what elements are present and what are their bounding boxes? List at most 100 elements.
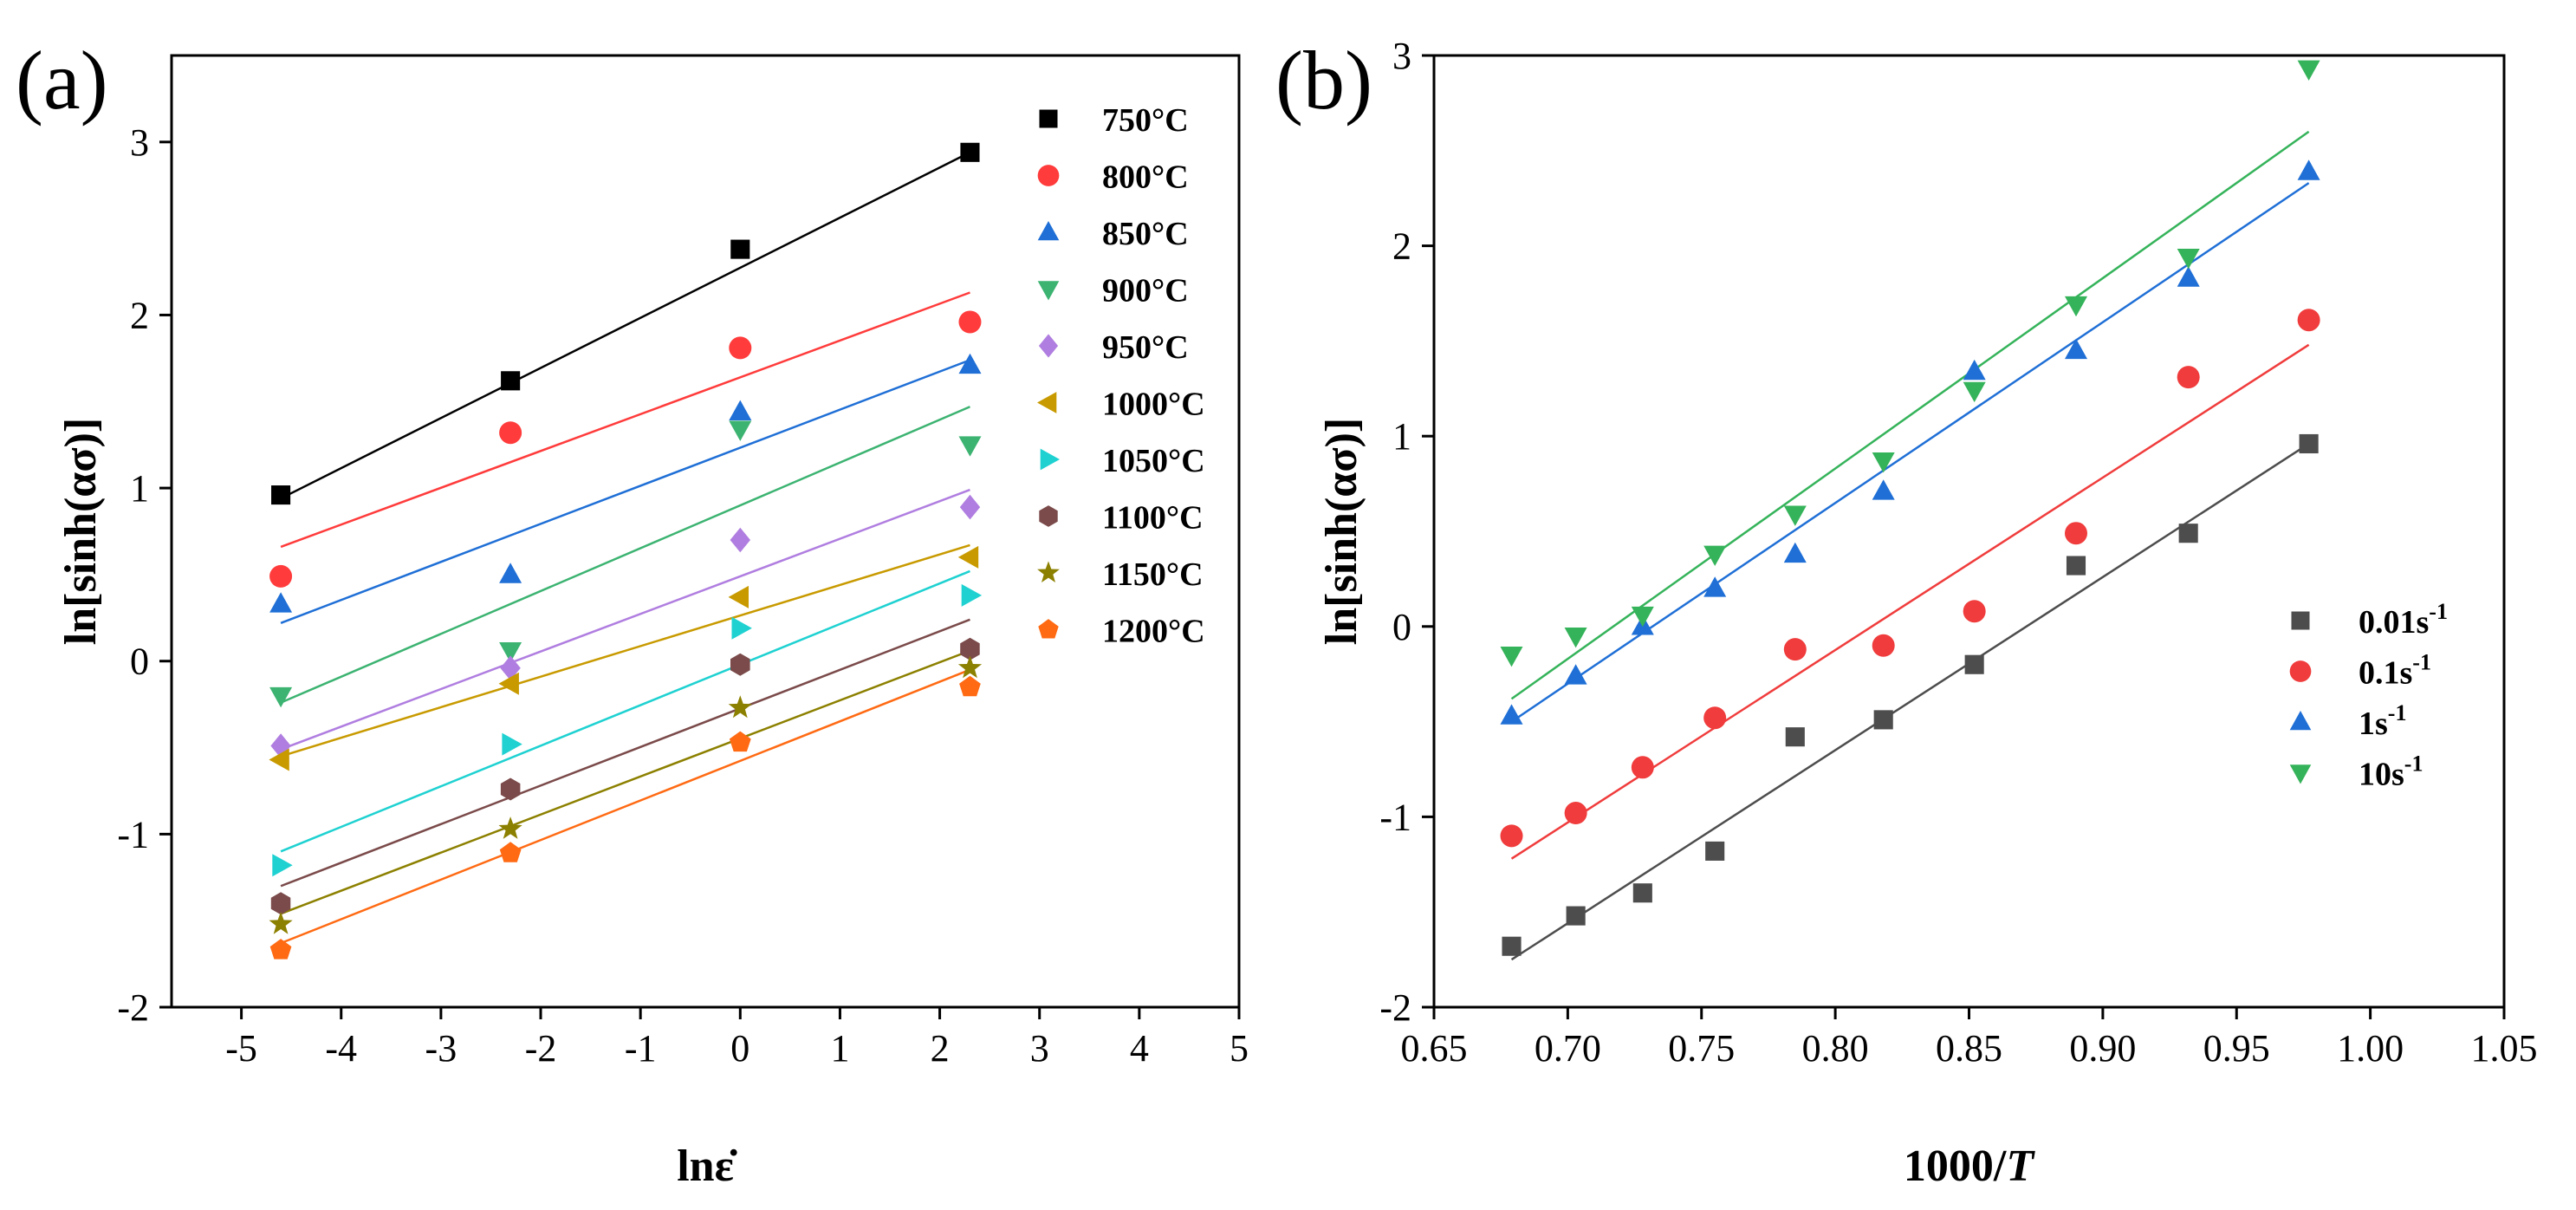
legend-marker — [1037, 561, 1060, 582]
data-point — [729, 336, 752, 360]
data-point — [499, 642, 522, 663]
data-point — [1964, 654, 1984, 674]
panel-b-plot-frame — [1432, 54, 2506, 1009]
data-point — [730, 527, 750, 553]
data-point — [269, 939, 292, 960]
data-point — [957, 545, 979, 569]
data-point — [729, 420, 752, 441]
y-tick-label: 3 — [130, 121, 149, 164]
data-point — [269, 686, 293, 708]
data-point — [502, 732, 522, 756]
y-tick-label: 3 — [1392, 35, 1411, 77]
x-tick-label: 1 — [830, 1027, 849, 1070]
data-point — [2297, 60, 2320, 81]
legend-label: 1050°C — [1102, 443, 1205, 479]
x-tick-label: -4 — [325, 1027, 357, 1070]
y-tick-label: 2 — [1392, 225, 1411, 268]
fit-line — [280, 488, 970, 751]
data-point — [499, 842, 522, 862]
fit-line — [280, 151, 971, 500]
x-tick-label: 0.70 — [1535, 1027, 1601, 1070]
panel-b-x-axis-title-var: T — [2006, 1142, 2035, 1191]
data-point — [2178, 524, 2198, 543]
panel-a-legend: 750°C 800°C 850°C 900°C 950°C 1000°C 1050°C 110… — [1037, 102, 1205, 650]
data-point — [2177, 266, 2200, 287]
data-point — [498, 816, 522, 839]
legend-label: 0.01s-1 — [2359, 599, 2448, 641]
panel-b-y-axis-title: ln[sinh(ασ)] — [1317, 418, 1366, 645]
x-tick-label: 0.80 — [1802, 1027, 1869, 1070]
panel-a-label: (a) — [16, 34, 108, 127]
data-point — [1631, 756, 1654, 779]
panel-a-fit-lines — [280, 151, 971, 945]
x-tick-label: 0 — [730, 1027, 749, 1070]
y-tick-label: 0 — [130, 641, 149, 683]
legend-label: 950°C — [1102, 329, 1189, 366]
x-tick-label: 0.65 — [1401, 1027, 1468, 1070]
data-point — [957, 655, 983, 679]
data-point — [498, 672, 519, 695]
x-tick-label: 0.95 — [2203, 1027, 2270, 1070]
data-point — [1564, 664, 1587, 685]
legend-marker — [1038, 334, 1059, 358]
legend-label: 1100°C — [1102, 500, 1204, 537]
data-point — [1703, 545, 1727, 566]
y-tick-label: -1 — [1379, 796, 1411, 838]
legend-label: 750°C — [1102, 102, 1189, 139]
data-point — [1873, 710, 1893, 730]
fit-line — [280, 668, 970, 945]
data-point — [960, 637, 980, 660]
legend-marker — [1040, 448, 1060, 471]
panel-a-plot-frame — [170, 54, 1241, 1009]
fit-line — [280, 291, 970, 549]
fit-line — [1510, 130, 2310, 700]
x-tick-label: -2 — [525, 1027, 557, 1070]
data-point — [270, 892, 291, 915]
legend-marker — [1037, 221, 1060, 241]
fit-line — [1510, 442, 2310, 961]
legend-label: 900°C — [1102, 273, 1189, 309]
data-point — [1872, 479, 1895, 500]
y-tick-label: -2 — [1379, 986, 1411, 1029]
data-point — [271, 485, 291, 505]
data-point — [1703, 706, 1727, 730]
legend-marker — [2289, 711, 2312, 731]
data-point — [2297, 159, 2320, 180]
data-point — [1963, 381, 1986, 403]
fit-line — [280, 618, 970, 888]
data-point — [1566, 906, 1586, 926]
fit-line — [1510, 343, 2310, 860]
data-point — [1783, 505, 1807, 526]
panel-a-y-axis-title: ln[sinh(ασ)] — [56, 418, 106, 645]
legend-marker — [2289, 660, 2312, 682]
legend-label-superscript: -1 — [2429, 599, 2448, 624]
legend-label: 850°C — [1102, 216, 1189, 252]
data-point — [2297, 309, 2320, 332]
data-point — [1500, 647, 1523, 667]
x-tick-label: 1.05 — [2471, 1027, 2538, 1070]
legend-marker — [2291, 611, 2310, 630]
data-point — [272, 854, 293, 877]
data-point — [500, 655, 521, 680]
data-point — [1500, 704, 1523, 725]
data-point — [730, 239, 750, 259]
data-point — [959, 494, 981, 520]
data-point — [269, 564, 293, 588]
data-point — [1564, 628, 1587, 648]
x-tick-label: 0.75 — [1668, 1027, 1735, 1070]
panel-a-data-points — [269, 142, 983, 960]
data-point — [960, 142, 980, 162]
y-tick-label: 1 — [1392, 415, 1411, 458]
data-point — [1631, 606, 1654, 628]
legend-label: 1150°C — [1102, 556, 1204, 593]
data-point — [1785, 727, 1805, 747]
data-point — [501, 371, 521, 391]
data-point — [500, 777, 521, 801]
x-tick-label: 1.00 — [2337, 1027, 2404, 1070]
data-point — [269, 748, 289, 771]
x-tick-label: -1 — [625, 1027, 657, 1070]
data-point — [269, 592, 293, 613]
legend-label-superscript: -1 — [2404, 751, 2424, 777]
data-point — [499, 563, 522, 583]
